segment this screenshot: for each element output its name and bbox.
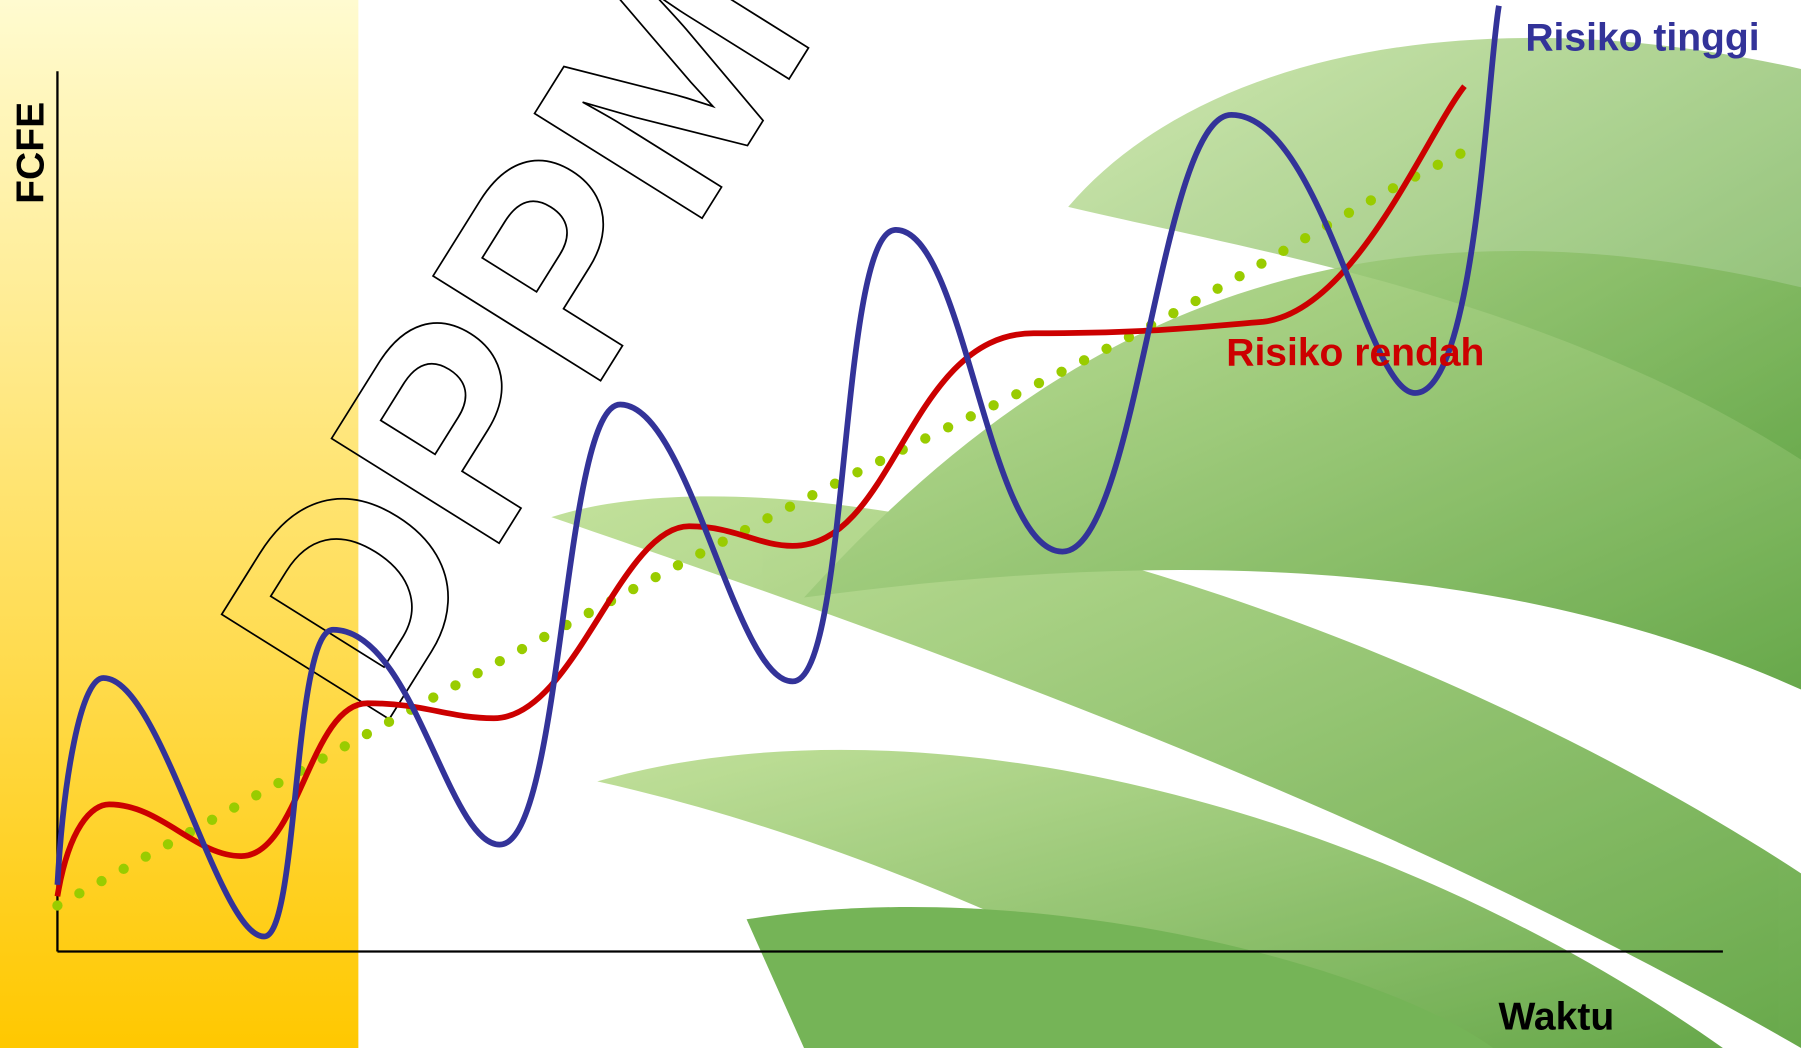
low-risk-curve bbox=[54, 84, 1467, 897]
high-risk-curve bbox=[54, 5, 1502, 940]
x-axis-label: Waktu bbox=[1499, 996, 1615, 1039]
y-axis-label: FCFE bbox=[10, 102, 53, 204]
leaf-background bbox=[551, 37, 1801, 1048]
low-risk-label: Risiko rendah bbox=[1226, 331, 1484, 374]
high-risk-label: Risiko tinggi bbox=[1525, 17, 1759, 60]
